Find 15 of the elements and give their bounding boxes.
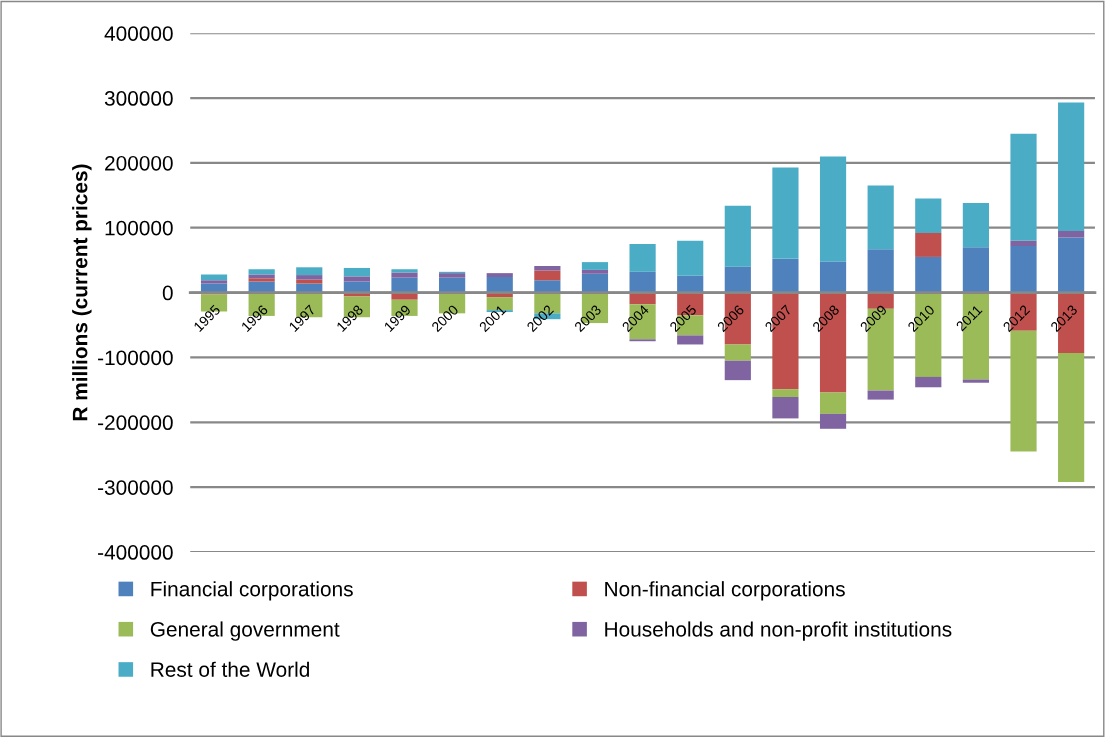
y-tick-label: -300000: [98, 480, 173, 495]
legend-label: Financial corporations: [151, 581, 353, 601]
y-tick-label: 200000: [105, 155, 173, 171]
legend-label: General government: [150, 621, 340, 641]
y-axis-title: R millions (current prices): [72, 164, 92, 421]
y-tick-label: -400000: [98, 545, 173, 560]
y-tick-label: 400000: [104, 26, 173, 41]
legend-label: Rest of the World: [151, 661, 309, 677]
y-tick-label: 0: [162, 285, 173, 301]
legend-label: Non-financial corporations: [605, 581, 845, 601]
y-tick-label: 100000: [105, 220, 173, 236]
y-tick-label: 300000: [104, 91, 173, 106]
y-tick-label: -100000: [98, 350, 173, 366]
y-tick-label: -200000: [98, 415, 173, 431]
legend-label: Households and non-profit institutions: [605, 621, 952, 641]
